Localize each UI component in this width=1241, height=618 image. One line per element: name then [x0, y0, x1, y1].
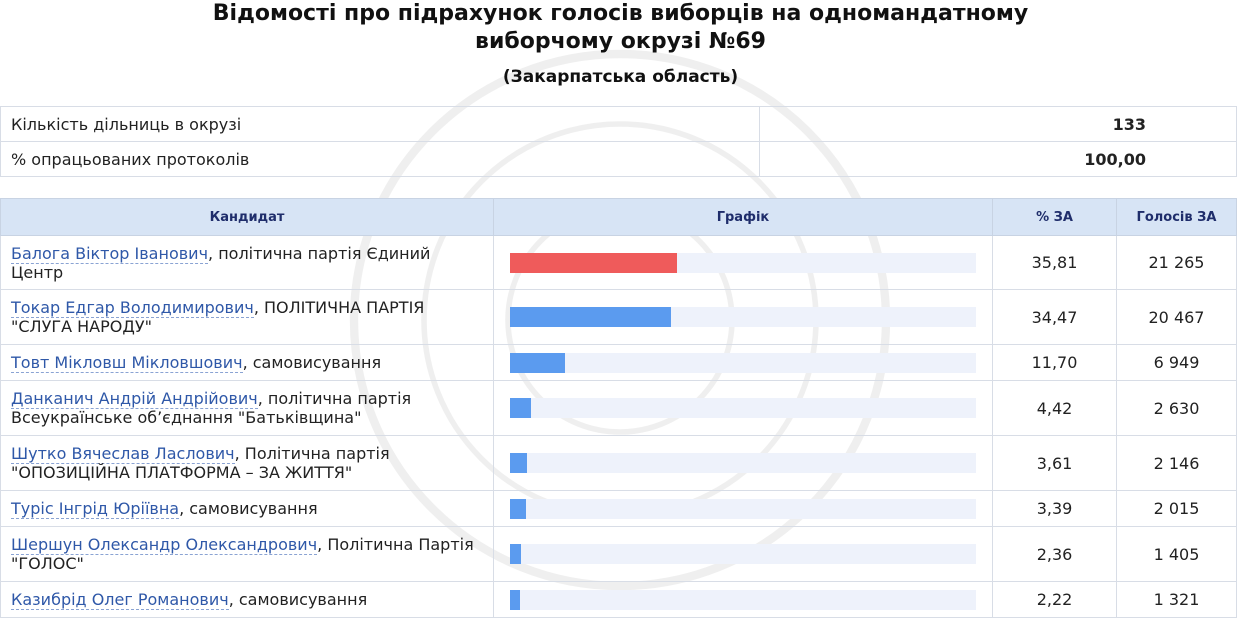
results-header-row: Кандидат Графік % ЗА Голосів ЗА	[0, 198, 1237, 236]
votes-cell: 21 265	[1116, 235, 1237, 290]
candidate-party: , ПОЛІТИЧНА ПАРТІЯ "СЛУГА НАРОДУ"	[11, 298, 425, 336]
column-header-pct[interactable]: % ЗА	[992, 198, 1117, 236]
candidate-party: , Політична партія "ОПОЗИЦІЙНА ПЛАТФОРМА…	[11, 444, 390, 482]
candidate-row: Туріс Інгрід Юріївна, самовисування 3,39 2…	[0, 490, 1237, 527]
votes-cell: 1 405	[1116, 526, 1237, 582]
candidate-cell: Казибрід Олег Романович, самовисування	[0, 581, 494, 618]
candidate-cell: Шутко Вячеслав Ласлович, Політична парті…	[0, 435, 494, 491]
candidate-cell: Токар Едгар Володимирович, ПОЛІТИЧНА ПАР…	[0, 289, 494, 345]
votes-cell: 2 146	[1116, 435, 1237, 491]
candidate-name-link[interactable]: Шутко Вячеслав Ласлович	[11, 444, 235, 464]
page-header: Відомості про підрахунок голосів виборці…	[0, 0, 1241, 88]
summary-value: 133	[759, 106, 1237, 142]
candidate-name-link[interactable]: Токар Едгар Володимирович	[11, 298, 254, 318]
result-bar	[510, 252, 677, 273]
candidate-name-link[interactable]: Туріс Інгрід Юріївна	[11, 499, 180, 519]
votes-cell: 2 630	[1116, 380, 1237, 436]
candidate-row: Балога Віктор Іванович, політична партія…	[0, 235, 1237, 290]
result-bar	[510, 544, 521, 564]
summary-row: % опрацьованих протоколів 100,00	[0, 141, 1237, 177]
candidate-party: , самовисування	[242, 353, 382, 372]
candidate-party: , Політична Партія "ГОЛОС"	[11, 535, 474, 573]
votes-cell: 1 321	[1116, 581, 1237, 618]
candidate-party: , політична партія Всеукраїнське об’єдна…	[11, 389, 412, 427]
graph-cell	[493, 289, 993, 345]
candidate-cell: Данканич Андрій Андрійович, політична па…	[0, 380, 494, 436]
votes-cell: 6 949	[1116, 344, 1237, 381]
candidate-name-link[interactable]: Шершун Олександр Олександрович	[11, 535, 318, 555]
candidate-name-link[interactable]: Казибрід Олег Романович	[11, 590, 229, 610]
candidate-row: Казибрід Олег Романович, самовисування 2,…	[0, 581, 1237, 618]
pct-cell: 35,81	[992, 235, 1117, 290]
column-header-graph: Графік	[493, 198, 993, 236]
candidate-row: Данканич Андрій Андрійович, політична па…	[0, 380, 1237, 436]
result-bar	[510, 307, 671, 327]
votes-cell: 2 015	[1116, 490, 1237, 527]
summary-value: 100,00	[759, 141, 1237, 177]
result-bar-track	[510, 453, 976, 473]
pct-cell: 11,70	[992, 344, 1117, 381]
candidate-name-link[interactable]: Данканич Андрій Андрійович	[11, 389, 258, 409]
candidate-party: , самовисування	[228, 590, 368, 609]
candidate-cell: Шершун Олександр Олександрович, Політичн…	[0, 526, 494, 582]
graph-cell	[493, 435, 993, 491]
pct-cell: 2,36	[992, 526, 1117, 582]
result-bar	[510, 589, 521, 610]
column-header-votes[interactable]: Голосів ЗА	[1116, 198, 1237, 236]
pct-cell: 34,47	[992, 289, 1117, 345]
graph-cell	[493, 380, 993, 436]
summary-label: Кількість дільниць в окрузі	[0, 106, 761, 142]
result-bar-track	[510, 307, 976, 327]
summary-table: Кількість дільниць в окрузі 133 % опраць…	[0, 106, 1237, 177]
page-title-line1: Відомості про підрахунок голосів виборці…	[212, 1, 1029, 26]
candidate-row: Шутко Вячеслав Ласлович, Політична парті…	[0, 435, 1237, 491]
pct-cell: 3,39	[992, 490, 1117, 527]
pct-cell: 2,22	[992, 581, 1117, 618]
column-header-candidate[interactable]: Кандидат	[0, 198, 494, 236]
graph-cell	[493, 581, 993, 618]
candidate-name-link[interactable]: Товт Мікловш Мікловшович	[11, 353, 243, 373]
summary-label: % опрацьованих протоколів	[0, 141, 761, 177]
results-body: Балога Віктор Іванович, політична партія…	[0, 235, 1237, 618]
result-bar	[510, 498, 526, 519]
pct-cell: 4,42	[992, 380, 1117, 436]
result-bar-track	[510, 498, 976, 519]
result-bar-track	[510, 398, 976, 418]
result-bar-track	[510, 252, 976, 273]
result-bar-track	[510, 544, 976, 564]
candidate-cell: Товт Мікловш Мікловшович, самовисування	[0, 344, 494, 381]
candidate-row: Токар Едгар Володимирович, ПОЛІТИЧНА ПАР…	[0, 289, 1237, 345]
result-bar-track	[510, 589, 976, 610]
graph-cell	[493, 344, 993, 381]
result-bar	[510, 352, 565, 373]
candidate-cell: Туріс Інгрід Юріївна, самовисування	[0, 490, 494, 527]
graph-cell	[493, 526, 993, 582]
page-title-line2: виборчому окрузі №69	[475, 29, 766, 54]
result-bar	[510, 453, 527, 473]
graph-cell	[493, 490, 993, 527]
result-bar	[510, 398, 531, 418]
region-subtitle: (Закарпатська область)	[502, 67, 739, 87]
summary-row: Кількість дільниць в окрузі 133	[0, 106, 1237, 142]
candidate-party: , політична партія Єдиний Центр	[11, 243, 431, 282]
result-bar-track	[510, 352, 976, 373]
graph-cell	[493, 235, 993, 290]
results-table: Кандидат Графік % ЗА Голосів ЗА Балога В…	[0, 198, 1237, 618]
candidate-party: , самовисування	[179, 499, 318, 518]
pct-cell: 3,61	[992, 435, 1117, 491]
candidate-row: Товт Мікловш Мікловшович, самовисування 1…	[0, 344, 1237, 381]
votes-cell: 20 467	[1116, 289, 1237, 345]
candidate-name-link[interactable]: Балога Віктор Іванович	[11, 243, 209, 264]
candidate-row: Шершун Олександр Олександрович, Політичн…	[0, 526, 1237, 582]
candidate-cell: Балога Віктор Іванович, політична партія…	[0, 235, 494, 290]
